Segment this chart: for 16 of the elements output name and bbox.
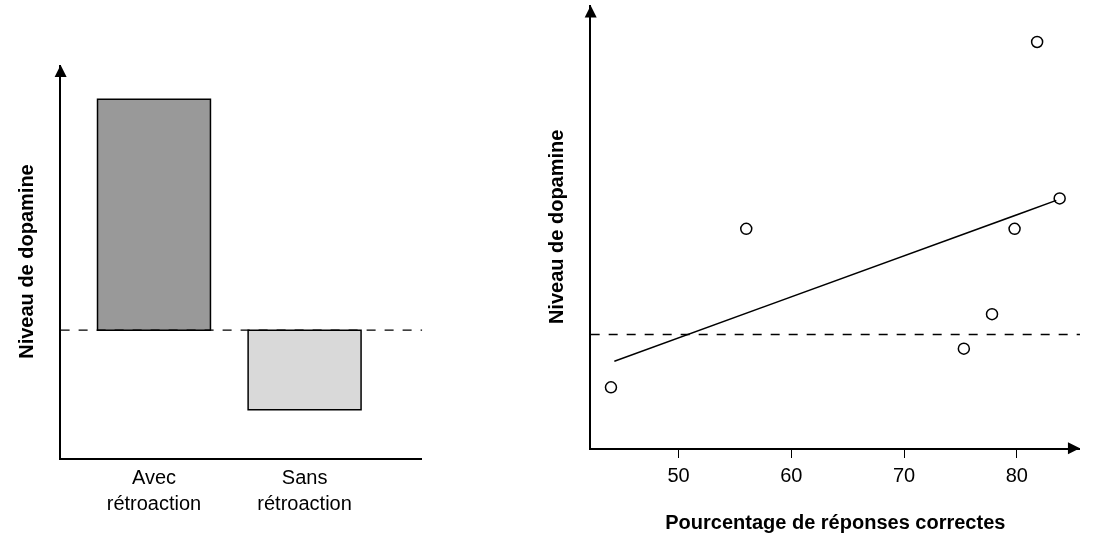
x-tick-label: 80 [1005, 463, 1028, 486]
point [1053, 192, 1066, 205]
x-tick-label: Avec rétroaction [106, 465, 202, 514]
x-tick-label: 50 [667, 463, 690, 486]
point [1008, 222, 1021, 236]
point [957, 342, 971, 355]
point [604, 381, 618, 394]
point [1030, 35, 1044, 49]
x-tick-label: 70 [892, 463, 916, 486]
x-tick-label: 60 [780, 463, 803, 486]
point [740, 222, 753, 236]
point [985, 307, 999, 321]
y-axis-title: Niveau de dopamine [14, 164, 37, 359]
x-axis-title: Pourcentage de réponses correctes [665, 510, 1006, 533]
y-axis-title: Niveau de dopamine [544, 129, 567, 325]
x-tick-label: Sans rétroaction [257, 465, 352, 514]
